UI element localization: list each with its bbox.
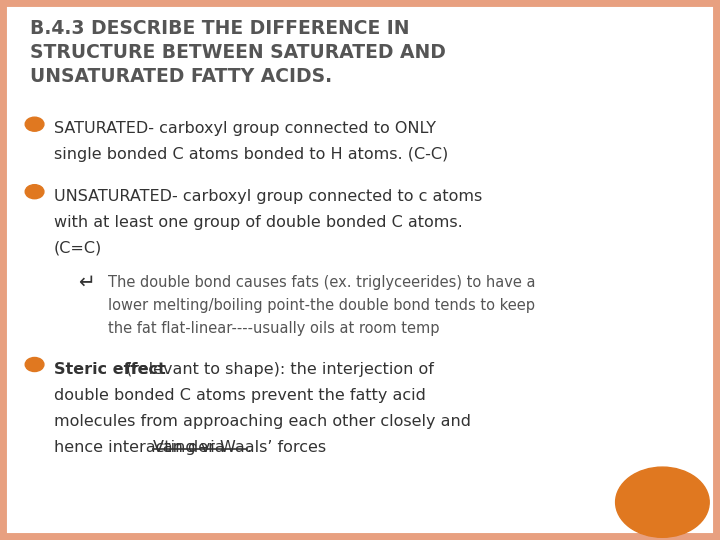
Text: ↵: ↵ (78, 273, 94, 292)
Text: STRUCTURE BETWEEN SATURATED AND: STRUCTURE BETWEEN SATURATED AND (30, 43, 446, 62)
Circle shape (25, 185, 44, 199)
Text: hence interacting via: hence interacting via (54, 440, 230, 455)
Text: double bonded C atoms prevent the fatty acid: double bonded C atoms prevent the fatty … (54, 388, 426, 403)
Text: B.4.3 DESCRIBE THE DIFFERENCE IN: B.4.3 DESCRIBE THE DIFFERENCE IN (30, 19, 410, 38)
Text: with at least one group of double bonded C atoms.: with at least one group of double bonded… (54, 215, 463, 230)
Text: UNSATURATED- carboxyl group connected to c atoms: UNSATURATED- carboxyl group connected to… (54, 189, 482, 204)
Circle shape (25, 357, 44, 372)
Text: single bonded C atoms bonded to H atoms. (C-C): single bonded C atoms bonded to H atoms.… (54, 147, 449, 163)
Text: lower melting/boiling point-the double bond tends to keep: lower melting/boiling point-the double b… (108, 298, 535, 313)
Text: Steric effect: Steric effect (54, 362, 166, 377)
Circle shape (25, 117, 44, 131)
Text: SATURATED- carboxyl group connected to ONLY: SATURATED- carboxyl group connected to O… (54, 122, 436, 137)
Text: the fat flat-linear----usually oils at room temp: the fat flat-linear----usually oils at r… (108, 321, 439, 336)
Text: (C=C): (C=C) (54, 241, 102, 256)
Text: Van der Waals’ forces: Van der Waals’ forces (153, 440, 325, 455)
Text: UNSATURATED FATTY ACIDS.: UNSATURATED FATTY ACIDS. (30, 68, 333, 86)
Circle shape (616, 467, 709, 537)
Text: (relevant to shape): the interjection of: (relevant to shape): the interjection of (121, 362, 434, 377)
Text: molecules from approaching each other closely and: molecules from approaching each other cl… (54, 414, 471, 429)
Text: The double bond causes fats (ex. triglyceerides) to have a: The double bond causes fats (ex. triglyc… (108, 275, 536, 291)
Text: .: . (246, 440, 252, 455)
